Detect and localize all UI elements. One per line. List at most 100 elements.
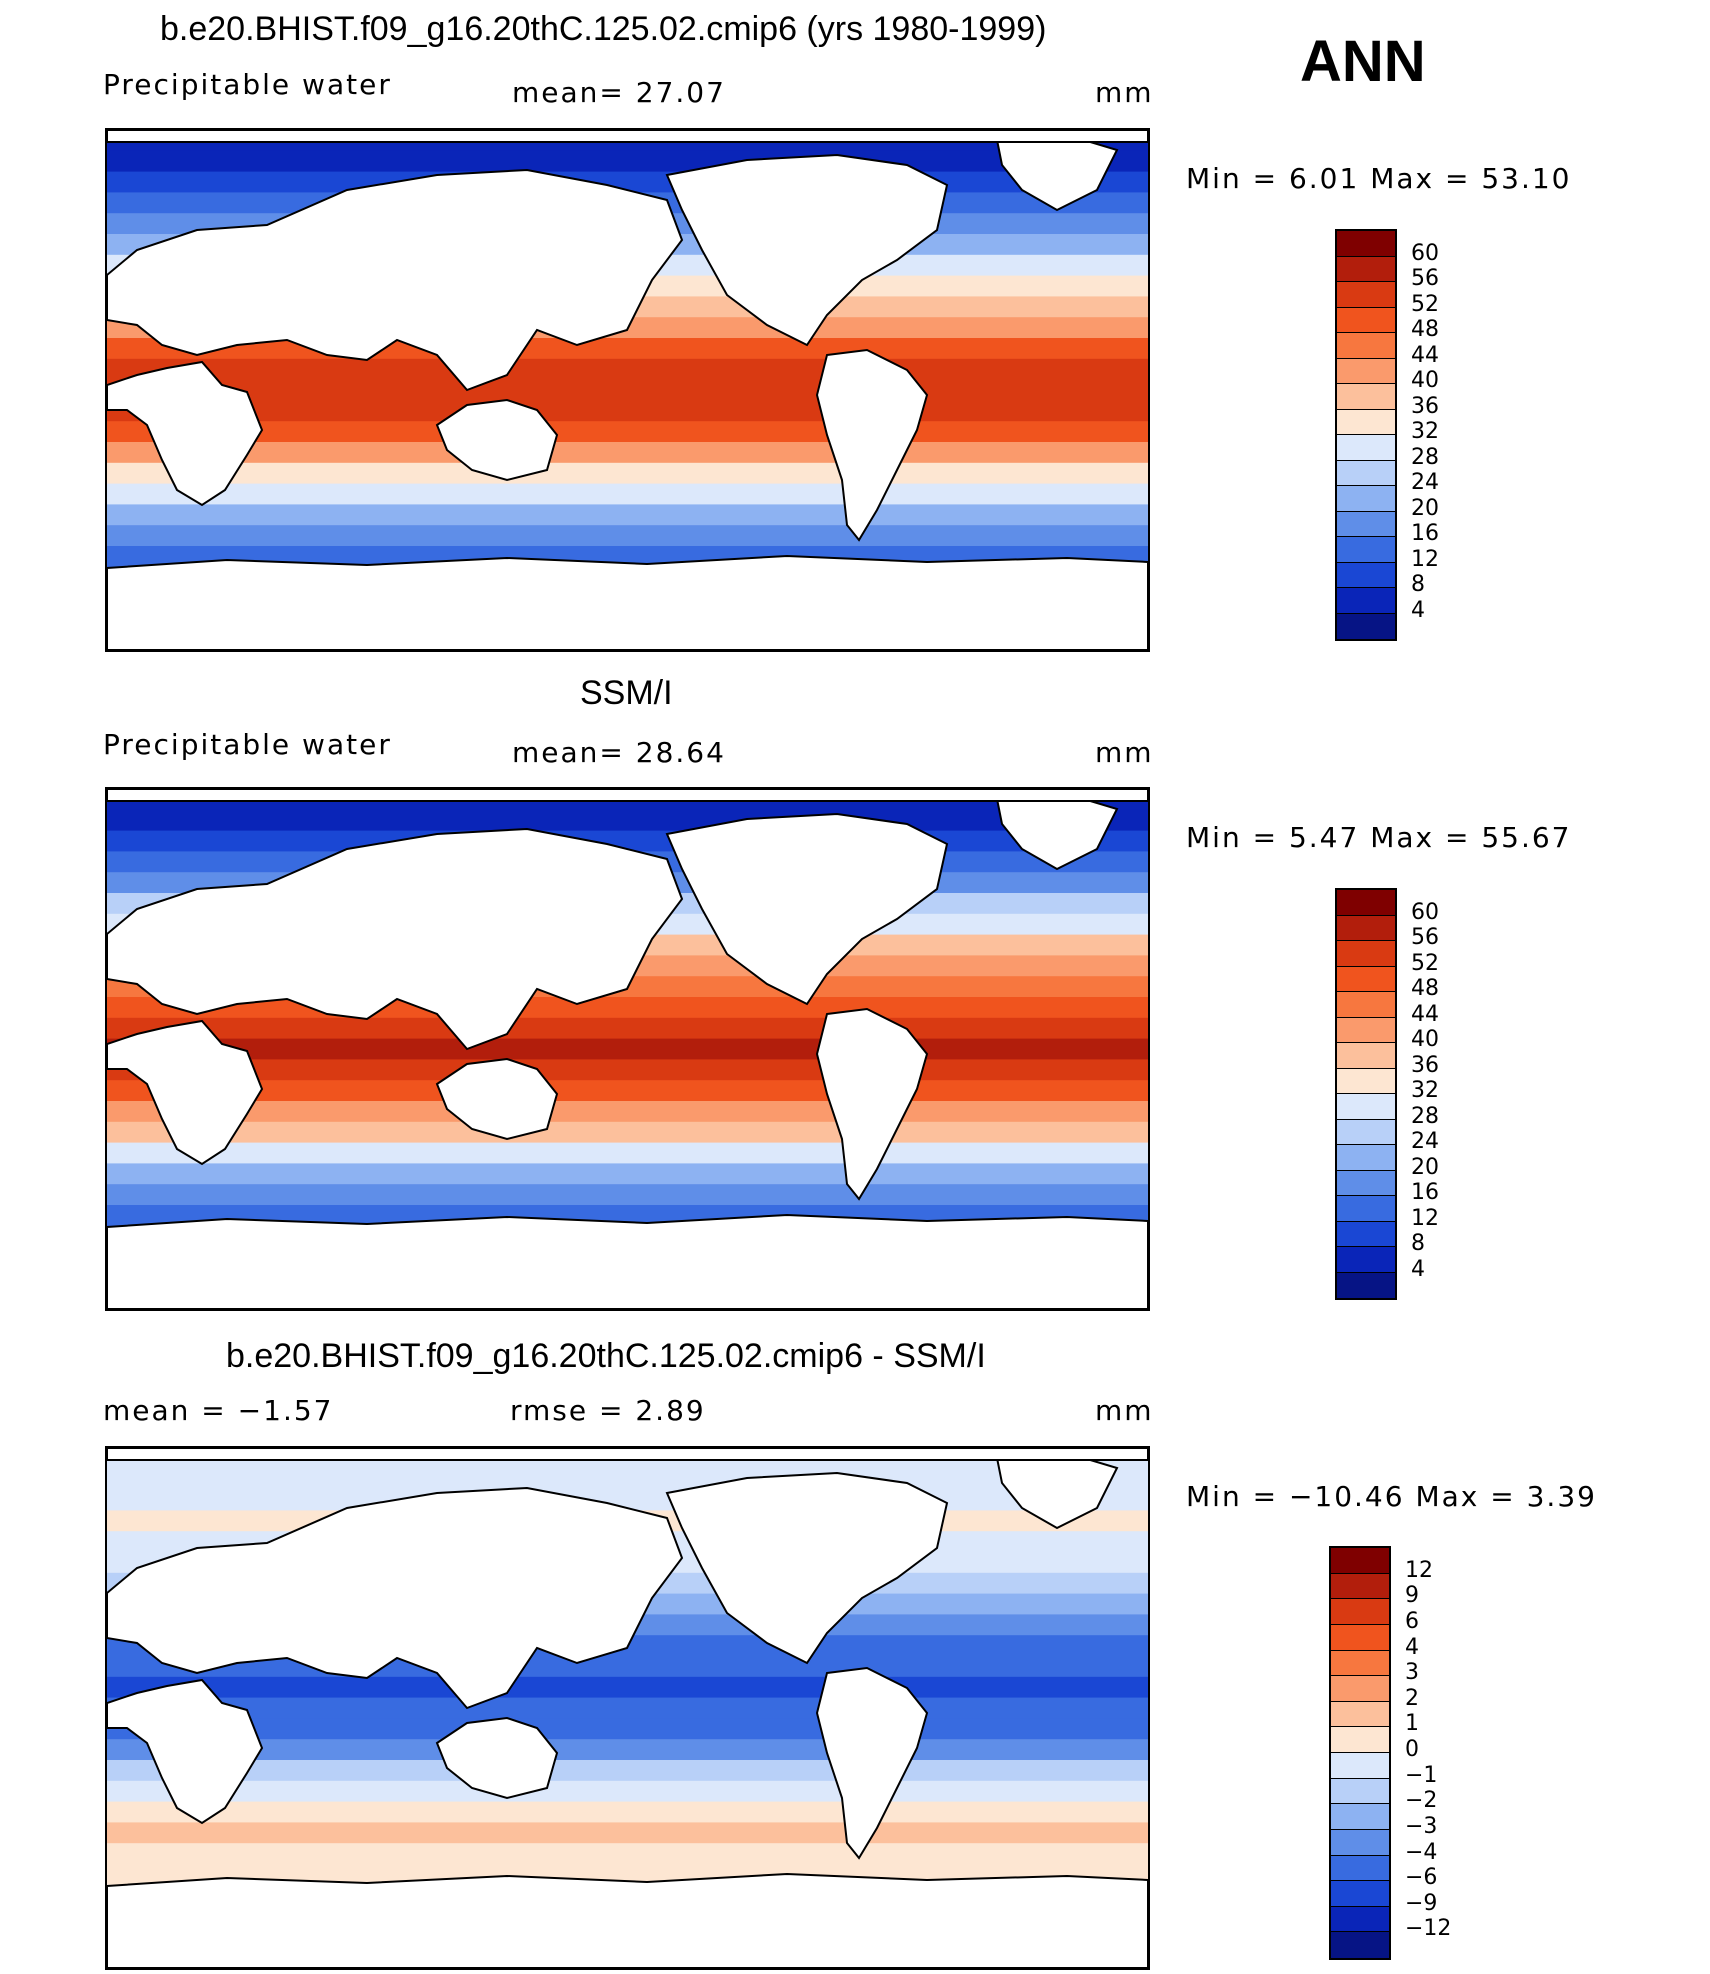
field-band [107,1121,1148,1144]
colorbar-tick-label: 4 [1411,1256,1425,1282]
panel2-colorbar [1335,888,1397,1300]
panel3-rmse-label: rmse = 2.89 [510,1394,706,1427]
colorbar-tick-label: 32 [1411,1078,1439,1103]
colorbar-swatch [1337,307,1395,333]
field-band [107,525,1148,547]
colorbar-swatch [1331,1548,1389,1574]
colorbar-tick-label: 28 [1411,444,1439,470]
field-band [107,1697,1148,1719]
field-band [107,809,1148,832]
continent-outline [107,360,264,507]
colorbar-tick-label: 56 [1411,925,1439,950]
colorbar-swatch [1337,384,1395,410]
colorbar-swatch [1331,1701,1389,1728]
panel1-colorbar [1335,229,1397,641]
colorbar-tick-label: 9 [1405,1583,1419,1609]
colorbar-swatch [1337,460,1395,486]
continent-outline [107,1448,1148,1461]
colorbar-swatch [1337,588,1395,614]
panel3-mean-label: mean = −1.57 [103,1394,334,1427]
continent-outline [435,398,559,482]
colorbar-swatch [1337,1221,1395,1247]
colorbar-swatch [1331,1778,1389,1805]
panel1-units: mm [1095,76,1154,109]
continent-outline [815,1007,929,1201]
continent-outline [107,1678,264,1825]
field-band [107,1038,1148,1060]
colorbar-swatch [1337,915,1395,941]
colorbar-tick-label: −12 [1405,1916,1452,1942]
panel3-colorbar [1329,1546,1391,1960]
panel3-title: b.e20.BHIST.f09_g16.20thC.125.02.cmip6 -… [226,1337,986,1375]
colorbar-tick-label: −4 [1405,1839,1438,1865]
colorbar-tick-label: 20 [1411,1154,1439,1180]
colorbar-tick-label: 1 [1405,1711,1419,1737]
colorbar-swatch [1337,358,1395,384]
colorbar-swatch [1337,890,1395,916]
colorbar-swatch [1337,486,1395,512]
colorbar-swatch [1337,1272,1395,1298]
colorbar-tick-label: 4 [1405,1634,1419,1660]
colorbar-swatch [1331,1676,1389,1702]
panel1-title: b.e20.BHIST.f09_g16.20thC.125.02.cmip6 (… [160,10,1047,48]
colorbar-tick-label: 28 [1411,1103,1439,1129]
panel2-minmax: Min = 5.47 Max = 55.67 [1186,821,1572,854]
colorbar-swatch [1337,992,1395,1018]
colorbar-tick-label: 44 [1411,1001,1439,1027]
panel1-map [105,128,1150,652]
field-band [107,504,1148,526]
continent-outline [107,1213,1148,1309]
colorbar-tick-label: −6 [1405,1865,1438,1891]
colorbar-tick-label: 4 [1411,597,1425,623]
colorbar-swatch [1337,1196,1395,1222]
continent-outline [107,1872,1148,1968]
panel1-mean-label: mean= 27.07 [512,76,726,109]
continent-outline [665,153,949,347]
continent-outline [107,827,684,1051]
colorbar-swatch [1337,1145,1395,1171]
panel2-units: mm [1095,736,1154,769]
panel3-map [105,1446,1150,1970]
field-band [107,1059,1148,1081]
colorbar-swatch [1331,1753,1389,1779]
colorbar-swatch [1337,256,1395,282]
colorbar-tick-label: 2 [1405,1685,1419,1711]
continent-outline [815,348,929,542]
continent-outline [815,1666,929,1860]
continent-outline [435,1716,559,1800]
continent-outline [107,130,1148,143]
continent-outline [107,789,1148,802]
colorbar-swatch [1331,1829,1389,1856]
colorbar-tick-label: 36 [1411,393,1439,419]
colorbar-tick-label: −2 [1405,1788,1438,1814]
colorbar-tick-label: 12 [1411,1205,1439,1231]
colorbar-swatch [1337,966,1395,992]
colorbar-swatch [1337,613,1395,639]
colorbar-swatch [1331,1650,1389,1677]
colorbar-swatch [1337,1094,1395,1120]
colorbar-tick-label: 12 [1411,546,1439,572]
colorbar-swatch [1337,537,1395,563]
colorbar-tick-label: 48 [1411,317,1439,342]
panel3-minmax: Min = −10.46 Max = 3.39 [1186,1480,1597,1513]
field-band [107,421,1148,443]
colorbar-tick-label: 52 [1411,291,1439,317]
colorbar-tick-label: 8 [1411,1231,1425,1256]
colorbar-swatch [1337,562,1395,588]
colorbar-swatch [1337,435,1395,461]
field-band [107,400,1148,422]
field-band [107,1017,1148,1040]
panel2-mean-label: mean= 28.64 [512,736,726,769]
field-band [107,1801,1148,1823]
colorbar-tick-label: 16 [1411,521,1439,546]
field-band [107,462,1148,485]
colorbar-tick-label: 16 [1411,1180,1439,1205]
field-band [107,1760,1148,1782]
field-band [107,1718,1148,1740]
colorbar-swatch [1331,1573,1389,1600]
colorbar-swatch [1337,941,1395,967]
colorbar-swatch [1331,1906,1389,1933]
continent-outline [107,554,1148,650]
field-band [107,1101,1148,1123]
colorbar-swatch [1337,1043,1395,1069]
